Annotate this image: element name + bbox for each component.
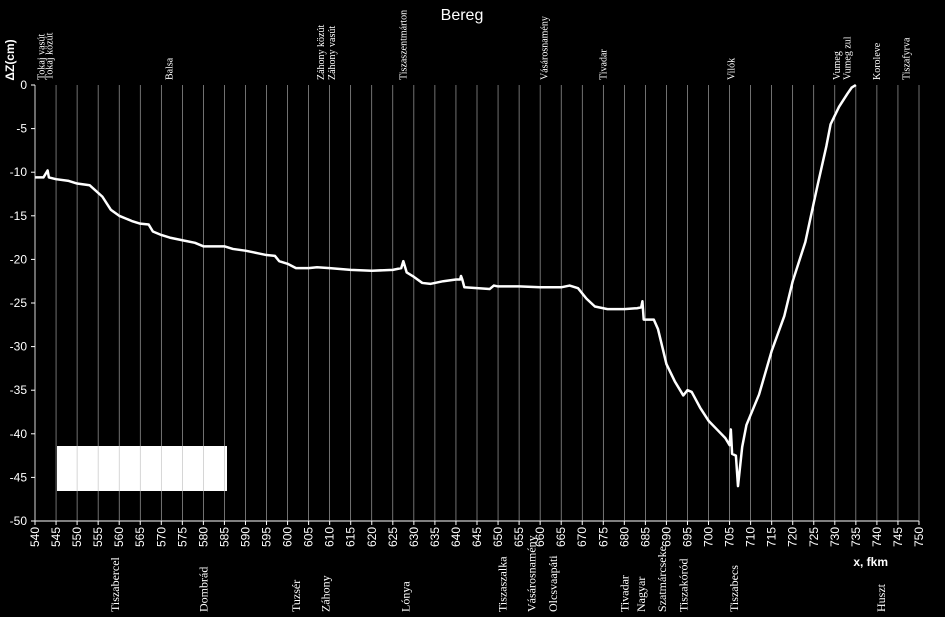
x-tick-label: 600	[281, 527, 295, 547]
station-label: Huszt	[874, 583, 888, 612]
chart-title: Bereg	[441, 7, 484, 24]
x-tick-label: 620	[365, 527, 379, 547]
y-tick-label: -50	[10, 514, 28, 528]
x-tick-label: 640	[449, 527, 463, 547]
station-label: Vumeg zul	[842, 36, 853, 80]
station-label: Tiszafyrva	[901, 37, 912, 80]
x-tick-label: 625	[386, 527, 400, 547]
y-tick-label: -30	[10, 340, 28, 354]
legend-box	[57, 446, 227, 491]
x-tick-label: 585	[217, 527, 231, 547]
station-label: Tiszaszalka	[495, 556, 509, 612]
station-label: Tiszabecs	[727, 565, 741, 612]
y-tick-label: -5	[16, 122, 27, 136]
station-label: Vilók	[727, 58, 738, 80]
x-tick-label: 645	[470, 527, 484, 547]
x-tick-label: 655	[512, 527, 526, 547]
x-tick-label: 725	[807, 527, 821, 547]
y-tick-label: -40	[10, 427, 28, 441]
x-tick-label: 735	[849, 527, 863, 547]
station-label: Balsa	[165, 57, 176, 80]
x-tick-label: 560	[112, 527, 126, 547]
x-tick-label: 715	[765, 527, 779, 547]
x-tick-label: 670	[575, 527, 589, 547]
x-tick-label: 745	[891, 527, 905, 547]
station-label: Lónya	[398, 581, 412, 612]
x-tick-label: 550	[70, 527, 84, 547]
x-tick-label: 610	[323, 527, 337, 547]
x-axis-label: x, fkm	[853, 555, 888, 569]
x-tick-label: 740	[870, 527, 884, 547]
x-tick-label: 730	[828, 527, 842, 547]
station-label: Záhony közút	[316, 25, 327, 80]
x-tick-label: 705	[723, 527, 737, 547]
station-label: Záhony vasút	[327, 26, 338, 80]
x-tick-label: 615	[344, 527, 358, 547]
x-tick-label: 595	[260, 527, 274, 547]
x-tick-label: 710	[744, 527, 758, 547]
station-label: Tokaj vasút	[36, 34, 47, 80]
x-tick-label: 695	[680, 527, 694, 547]
x-tick-label: 635	[428, 527, 442, 547]
x-tick-label: 690	[659, 527, 673, 547]
x-tick-label: 590	[238, 527, 252, 547]
x-tick-label: 540	[28, 527, 42, 547]
x-tick-label: 555	[91, 527, 105, 547]
station-label: Tokaj közút	[45, 32, 56, 80]
x-tick-label: 720	[786, 527, 800, 547]
y-tick-label: 0	[20, 78, 27, 92]
x-tick-label: 565	[133, 527, 147, 547]
x-tick-label: 685	[638, 527, 652, 547]
y-tick-label: -10	[10, 165, 28, 179]
y-axis-label: ΔZ(cm)	[3, 39, 17, 80]
x-tick-label: 545	[49, 527, 63, 547]
y-tick-label: -20	[10, 252, 28, 266]
x-tick-label: 680	[617, 527, 631, 547]
station-label: Vumeg	[832, 51, 843, 80]
x-tick-label: 605	[302, 527, 316, 547]
x-tick-label: 660	[533, 527, 547, 547]
station-label: Szatmárcseke	[655, 546, 669, 612]
station-label: Dombrád	[196, 567, 210, 612]
x-tick-label: 665	[554, 527, 568, 547]
station-label: Koroleve	[872, 42, 883, 80]
station-label: Tivadar	[617, 575, 631, 612]
station-label: Tiszakóród	[676, 558, 690, 612]
station-label: Záhony	[318, 575, 332, 612]
station-label: Tiszabercel	[108, 556, 122, 612]
y-tick-label: -25	[10, 296, 28, 310]
x-tick-label: 630	[407, 527, 421, 547]
x-tick-label: 575	[175, 527, 189, 547]
station-label: Tiszaszentmárton	[398, 10, 409, 80]
y-tick-label: -15	[10, 209, 28, 223]
station-label: Tuzsér	[289, 580, 303, 612]
x-tick-label: 570	[154, 527, 168, 547]
y-tick-label: -35	[10, 383, 28, 397]
x-tick-label: 580	[196, 527, 210, 547]
data-line	[35, 83, 857, 488]
station-label: Vásárosnamény	[539, 16, 550, 80]
x-tick-label: 750	[912, 527, 926, 547]
x-tick-label: 675	[596, 527, 610, 547]
y-tick-label: -45	[10, 470, 28, 484]
x-tick-label: 700	[702, 527, 716, 547]
station-label: Vásárosnamény	[525, 535, 539, 612]
station-label: Olcsvaapáti	[546, 555, 560, 612]
x-tick-label: 650	[491, 527, 505, 547]
station-label: Tivadar	[598, 49, 609, 80]
station-label: Nagyar	[634, 577, 648, 612]
